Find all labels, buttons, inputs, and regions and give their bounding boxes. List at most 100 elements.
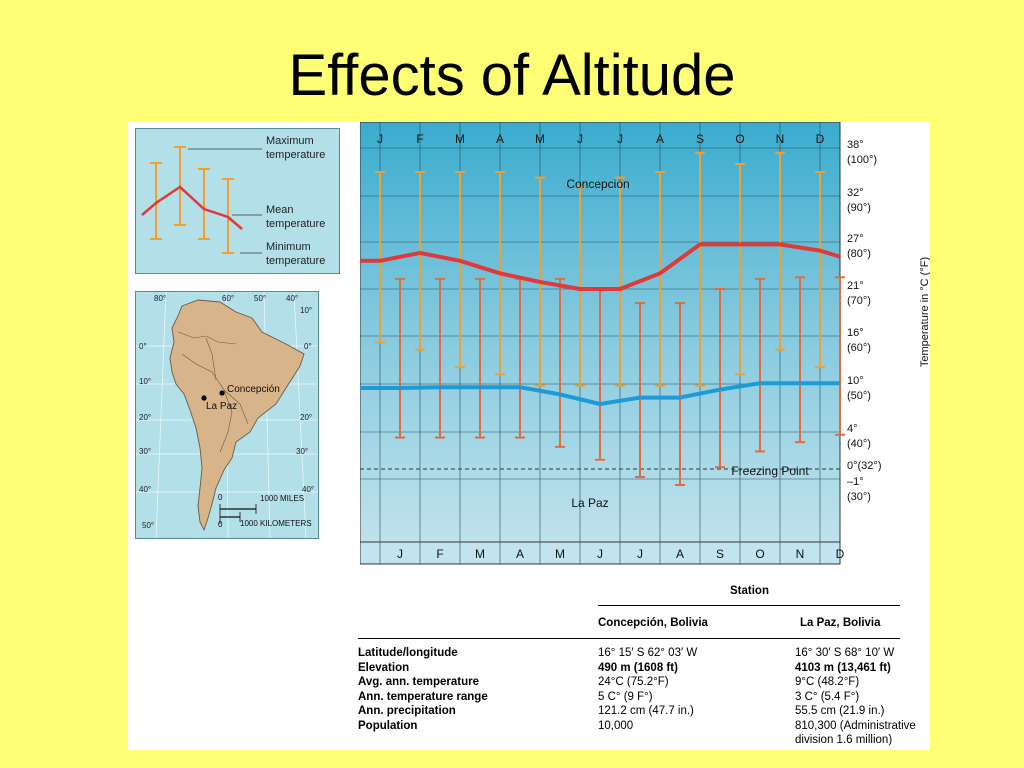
legend-max-label-2: temperature <box>266 149 325 161</box>
y-tick-label-f: (70°) <box>847 295 871 307</box>
table-cell-la-paz: 810,300 (Administrative <box>795 719 916 732</box>
table-row-label: Ann. precipitation <box>358 705 456 717</box>
legend-min-label-2: temperature <box>266 255 325 267</box>
map-lat-label: 20° <box>139 413 151 422</box>
month-label-top: M <box>535 132 545 146</box>
table-cell-la-paz: 4103 m (13,461 ft) <box>795 661 891 674</box>
month-label-bottom: A <box>676 547 684 561</box>
scale-miles-label: 1000 MILES <box>260 494 304 503</box>
map-lon-label: 50° <box>254 294 266 303</box>
scale-km-label: 1000 KILOMETERS <box>240 519 312 528</box>
y-tick-label-c: 21° <box>847 280 864 292</box>
y-tick-label-c: 32° <box>847 187 864 199</box>
map-lat-label-right: 40° <box>302 485 314 494</box>
climograph-svg: J F M A M J J A S O N D J F M A M J J A S O N D Concepción La Paz… <box>359 121 931 565</box>
month-strip <box>359 541 841 565</box>
slide-title: Effects of Altitude <box>288 43 736 108</box>
y-tick-label-f: (30°) <box>847 491 871 503</box>
map-lat-label-right: 10° <box>300 306 312 315</box>
table-row-label: Population <box>358 719 418 732</box>
legend-box: Maximum temperature Mean temperature Min… <box>135 128 340 274</box>
y-tick-label-c: 38° <box>847 139 864 151</box>
table-cell-concepcion: 5 C° (9 F°) <box>598 690 653 703</box>
legend-mean-label-2: temperature <box>266 218 325 230</box>
y-tick-label-f: (80°) <box>847 248 871 260</box>
y-tick-label-c: 10° <box>847 375 864 387</box>
table-cell-concepcion: 10,000 <box>598 719 634 732</box>
legend-min-label-1: Minimum <box>266 241 311 253</box>
map-city-la-paz: La Paz <box>206 401 237 412</box>
month-label-bottom: F <box>436 547 443 561</box>
month-label-top: J <box>617 132 623 146</box>
y-tick-label-f: (90°) <box>847 202 871 214</box>
map-lat-label-right: 20° <box>300 413 312 422</box>
map-graphic: Concepción La Paz 80° 60° 50° 40° 0° 10°… <box>136 291 318 539</box>
series-label-concepcion: Concepción <box>566 177 629 191</box>
series-label-la-paz: La Paz <box>571 496 608 510</box>
month-label-top: S <box>696 132 704 146</box>
month-label-top: A <box>496 132 504 146</box>
month-label-top: O <box>735 132 744 146</box>
climograph: J F M A M J J A S O N D J F M A M J J A S O N D Concepción La Paz… <box>359 121 931 568</box>
mean-line-la-paz <box>360 381 840 406</box>
month-label-bottom: M <box>555 547 565 561</box>
table-cell-concepcion: 490 m (1608 ft) <box>598 661 678 674</box>
y-tick-label-c: –1° <box>847 476 864 488</box>
map-lat-label-right: 30° <box>296 447 308 456</box>
scale-zero-miles: 0 <box>218 493 223 502</box>
table-cell-concepcion: 121.2 cm (47.7 in.) <box>598 705 694 717</box>
y-tick-label-c: 16° <box>847 327 864 339</box>
table-col-la-paz: La Paz, Bolivia <box>800 617 881 629</box>
month-label-top: A <box>656 132 664 146</box>
table-rule <box>358 638 900 639</box>
table-population-note: division 1.6 million) <box>795 734 893 746</box>
y-tick-label-f: (100°) <box>847 154 877 166</box>
month-label-bottom: D <box>836 547 845 561</box>
station-table: Station Concepción, Bolivia La Paz, Boli… <box>358 577 928 747</box>
table-col-concepcion: Concepción, Bolivia <box>598 617 708 629</box>
table-cell-la-paz: 16° 30′ S 68° 10′ W <box>795 647 895 659</box>
y-tick-label-c: 27° <box>847 233 864 245</box>
map-lat-label: 0° <box>139 342 147 351</box>
month-label-top: J <box>377 132 383 146</box>
table-cell-la-paz: 3 C° (5.4 F°) <box>795 690 860 703</box>
month-label-top: J <box>577 132 583 146</box>
month-label-top: M <box>455 132 465 146</box>
month-label-bottom: M <box>475 547 485 561</box>
mean-line-concepcion <box>360 242 841 291</box>
month-label-top: N <box>776 132 785 146</box>
y-axis-label: Temperature in °C (°F) <box>919 257 930 367</box>
y-tick-label-c: 0°(32°) <box>847 460 881 472</box>
table-row-label: Avg. ann. temperature <box>358 676 479 688</box>
map-lon-label: 80° <box>154 294 166 303</box>
table-header-station: Station <box>730 585 769 597</box>
table-row-label: Latitude/longitude <box>358 647 458 659</box>
table-rule <box>598 605 900 606</box>
month-label-bottom: J <box>597 547 603 561</box>
y-tick-label-f: (40°) <box>847 438 871 450</box>
map-lat-label: 40° <box>139 485 151 494</box>
table-cell-la-paz: 9°C (48.2°F) <box>795 676 860 688</box>
legend-mean-label-1: Mean <box>266 204 294 216</box>
month-label-bottom: A <box>516 547 524 561</box>
map-lat-label: 50° <box>142 521 154 530</box>
freezing-point-label: Freezing Point <box>731 464 809 478</box>
map-lat-label-right: 0° <box>304 342 312 351</box>
table-row-label: Ann. temperature range <box>358 690 488 703</box>
table-cell-concepcion: 24°C (75.2°F) <box>598 676 669 688</box>
map-lat-label: 10° <box>139 377 151 386</box>
y-tick-label-f: (50°) <box>847 390 871 402</box>
month-label-bottom: N <box>796 547 805 561</box>
month-label-bottom: S <box>716 547 724 561</box>
y-tick-label-f: (60°) <box>847 342 871 354</box>
month-label-top: F <box>416 132 423 146</box>
legend-max-label-1: Maximum <box>266 135 314 147</box>
south-america-map: Concepción La Paz 80° 60° 50° 40° 0° 10°… <box>135 291 319 539</box>
table-cell-concepcion: 16° 15′ S 62° 03′ W <box>598 647 698 659</box>
table-cell-la-paz: 55.5 cm (21.9 in.) <box>795 705 885 717</box>
map-city-concepcion: Concepción <box>227 384 280 395</box>
y-tick-label-c: 4° <box>847 423 858 435</box>
month-label-bottom: J <box>397 547 403 561</box>
map-lon-label: 60° <box>222 294 234 303</box>
month-label-bottom: J <box>637 547 643 561</box>
